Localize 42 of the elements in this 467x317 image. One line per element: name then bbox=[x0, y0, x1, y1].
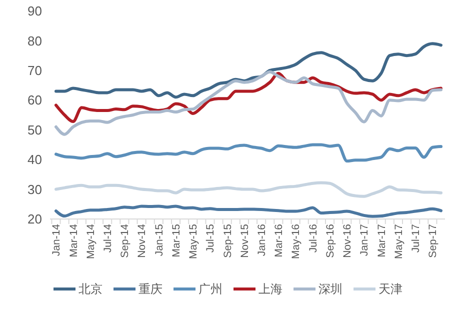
x-tick-label: Sep-15 bbox=[222, 224, 234, 258]
x-tick-label: May-14 bbox=[84, 224, 97, 260]
y-tick-label: 90 bbox=[28, 4, 42, 19]
x-tick-label: Jul-14 bbox=[102, 224, 114, 253]
y-tick-label: 70 bbox=[28, 62, 42, 78]
line-series bbox=[54, 143, 442, 163]
line-series bbox=[54, 204, 442, 218]
line-series bbox=[54, 70, 442, 136]
x-tick-label: Mar-15 bbox=[170, 224, 182, 258]
x-tick-label: Jul-16 bbox=[307, 224, 320, 253]
line-series bbox=[54, 181, 442, 198]
legend-label: 北京 bbox=[78, 282, 102, 296]
x-tick-label: Jan-17 bbox=[358, 224, 371, 256]
x-tick-label: Jan-15 bbox=[153, 224, 166, 256]
x-tick-label: May-16 bbox=[290, 224, 302, 260]
legend-label: 广州 bbox=[198, 282, 222, 296]
y-tick-label: 30 bbox=[28, 182, 42, 197]
legend-label: 上海 bbox=[258, 282, 282, 296]
x-tick-label: May-17 bbox=[392, 224, 405, 260]
x-tick-label: Mar-16 bbox=[273, 224, 286, 258]
x-tick-label: Sep-16 bbox=[324, 224, 336, 258]
x-tick-label: Jan-14 bbox=[50, 224, 63, 256]
x-tick-label: Jul-17 bbox=[410, 224, 422, 253]
y-tick-label: 80 bbox=[28, 33, 42, 48]
y-tick-label: 60 bbox=[28, 92, 42, 108]
x-tick-label: Mar-14 bbox=[68, 224, 80, 258]
x-tick-label: Jan-16 bbox=[256, 224, 268, 256]
legend-label: 重庆 bbox=[138, 282, 162, 296]
x-tick-label: May-15 bbox=[188, 224, 200, 260]
y-tick-label: 50 bbox=[28, 122, 42, 138]
x-tick-label: Nov-16 bbox=[342, 224, 354, 258]
y-tick-label: 20 bbox=[28, 212, 42, 227]
x-tick-label: Nov-14 bbox=[136, 224, 148, 258]
legend-label: 天津 bbox=[378, 282, 402, 296]
line-series bbox=[54, 42, 442, 99]
legend-label: 深圳 bbox=[318, 282, 342, 296]
x-tick-label: Mar-17 bbox=[376, 224, 388, 258]
x-tick-label: Nov-15 bbox=[238, 224, 251, 258]
x-tick-label: Sep-17 bbox=[427, 224, 440, 258]
x-tick-label: Jul-15 bbox=[204, 224, 217, 253]
y-tick-label: 40 bbox=[28, 152, 42, 168]
x-tick-label: Sep-14 bbox=[119, 224, 132, 258]
